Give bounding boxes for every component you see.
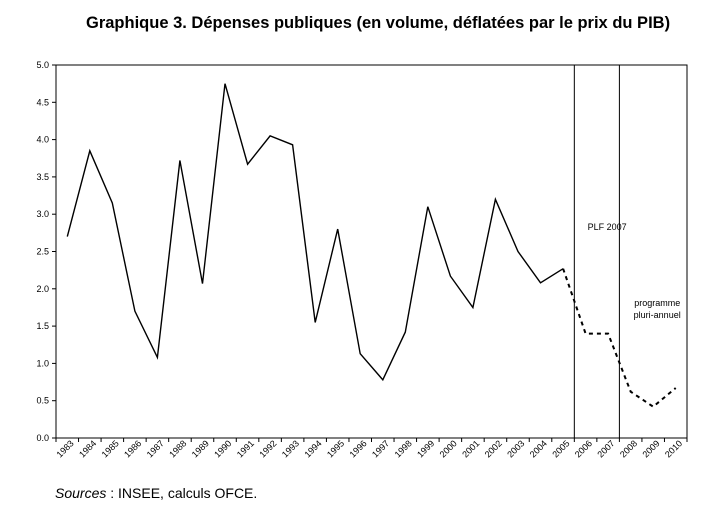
x-tick-label: 1998 [393,438,414,459]
annotation-label: PLF 2007 [588,222,627,232]
sources-label: Sources [55,485,107,501]
annotation-label: programme [634,298,680,308]
y-tick-label: 0.5 [36,396,49,406]
chart-title: Graphique 3. Dépenses publiques (en volu… [86,14,671,32]
x-tick-label: 1988 [167,438,188,459]
projection-line [562,268,677,408]
x-tick-label: 1984 [77,438,98,459]
x-tick-label: 1990 [212,438,233,459]
x-tick-label: 1985 [100,438,121,459]
x-tick-label: 2009 [640,438,661,459]
x-tick-label: 2008 [618,438,639,459]
x-tick-label: 1983 [55,438,76,459]
y-tick-label: 5.0 [36,60,49,70]
sources-text: : INSEE, calculs OFCE. [106,485,258,501]
x-tick-label: 2005 [550,438,571,459]
y-tick-label: 1.0 [36,358,49,368]
x-tick-label: 2000 [438,438,459,459]
x-tick-label: 1996 [347,438,368,459]
historical-line [66,83,564,382]
x-tick-label: 1991 [235,438,256,459]
y-tick-label: 4.0 [36,135,49,145]
y-tick-label: 0.0 [36,433,49,443]
x-tick-label: 1986 [122,438,143,459]
x-tick-label: 1997 [370,438,391,459]
plot-frame [55,64,688,439]
y-tick-label: 2.5 [36,247,49,257]
y-axis: 0.0 0.5 1.0 1.5 2.0 2.5 3.0 3.5 4.0 4.5 5.0 [36,60,56,443]
x-tick-label: 2006 [573,438,594,459]
y-tick-label: 1.5 [36,321,49,331]
y-tick-label: 2.0 [36,284,49,294]
x-tick-label: 1995 [325,438,346,459]
y-tick-label: 3.0 [36,209,49,219]
annotations: PLF 2007 programme pluri-annuel [588,222,681,320]
x-tick-label: 1999 [415,438,436,459]
period-separators [573,65,620,438]
x-tick-label: 1989 [190,438,211,459]
x-tick-label: 2003 [505,438,526,459]
x-tick-label: 2001 [460,438,481,459]
x-tick-label: 2002 [483,438,504,459]
y-tick-label: 4.5 [36,97,49,107]
x-tick-label: 2010 [663,438,684,459]
x-tick-label: 2004 [528,438,549,459]
x-tick-label: 1987 [145,438,166,459]
x-tick-label: 1993 [280,438,301,459]
x-tick-label: 1994 [302,438,323,459]
series-lines [66,83,677,408]
y-tick-label: 3.5 [36,172,49,182]
x-tick-label: 2007 [595,438,616,459]
sources-note: Sources : INSEE, calculs OFCE. [55,485,257,501]
x-tick-label: 1992 [257,438,278,459]
x-axis: 1983 1984 1985 1986 1987 1988 1989 1990 1991 1992… [55,438,688,459]
annotation-label: pluri-annuel [634,310,681,320]
